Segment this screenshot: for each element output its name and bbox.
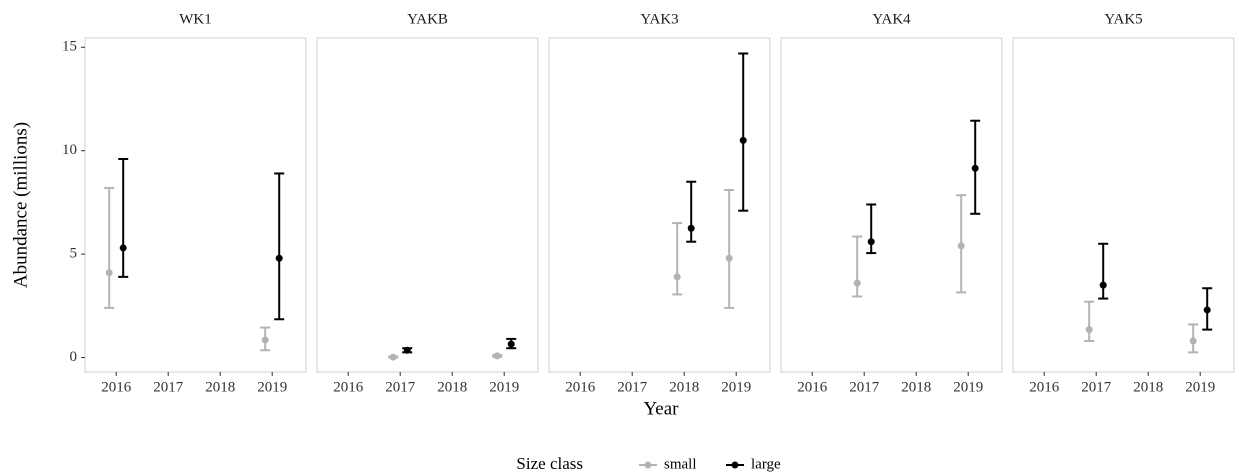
panel-title: YAKB	[407, 11, 448, 27]
panel-title: YAK3	[640, 11, 678, 27]
y-axis-label: Abundance (millions)	[10, 122, 31, 288]
x-tick-label: 2018	[669, 379, 699, 395]
x-tick-label: 2019	[1185, 379, 1215, 395]
x-tick-label: 2016	[333, 379, 364, 395]
x-tick-label: 2016	[797, 379, 828, 395]
x-tick-label: 2018	[1133, 379, 1163, 395]
x-tick-label: 2019	[257, 379, 287, 395]
point	[853, 279, 861, 287]
point	[739, 136, 747, 144]
point	[867, 238, 875, 246]
point	[725, 254, 733, 262]
y-tick-label: 10	[62, 142, 77, 158]
x-axis-label: Year	[643, 398, 679, 419]
x-tick-label: 2018	[437, 379, 467, 395]
y-tick-label: 0	[70, 349, 78, 365]
x-tick-label: 2018	[901, 379, 931, 395]
point	[507, 340, 515, 348]
legend-label: small	[664, 456, 697, 472]
point	[971, 164, 979, 172]
x-tick-label: 2019	[721, 379, 751, 395]
panel-border	[316, 37, 539, 373]
point	[119, 244, 127, 252]
point	[687, 224, 695, 232]
panel-border	[548, 37, 771, 373]
x-tick-label: 2017	[385, 379, 416, 395]
x-tick-label: 2018	[205, 379, 235, 395]
legend-title: Size class	[516, 454, 583, 473]
legend-key-point	[731, 461, 739, 469]
point	[673, 273, 681, 281]
point	[389, 353, 397, 361]
x-tick-label: 2019	[953, 379, 983, 395]
panel-border	[780, 37, 1003, 373]
point	[403, 346, 411, 354]
panel-title: YAK5	[1104, 11, 1142, 27]
panel-border	[1012, 37, 1235, 373]
x-tick-label: 2016	[565, 379, 596, 395]
point	[1099, 281, 1107, 289]
x-tick-label: 2016	[1029, 379, 1060, 395]
y-tick-label: 15	[62, 39, 77, 55]
point	[1189, 337, 1197, 345]
x-tick-label: 2017	[617, 379, 648, 395]
x-tick-label: 2019	[489, 379, 519, 395]
x-tick-label: 2016	[101, 379, 132, 395]
x-tick-label: 2017	[153, 379, 184, 395]
point	[1085, 326, 1093, 334]
point	[493, 352, 501, 360]
point	[1203, 306, 1211, 314]
point	[261, 336, 269, 344]
x-tick-label: 2017	[1081, 379, 1112, 395]
point	[105, 269, 113, 277]
panel-title: YAK4	[872, 11, 911, 27]
legend-key-point	[644, 461, 652, 469]
point	[275, 254, 283, 262]
y-tick-label: 5	[70, 246, 78, 262]
point	[957, 242, 965, 250]
legend-label: large	[751, 456, 781, 472]
panel-title: WK1	[179, 11, 212, 27]
x-tick-label: 2017	[849, 379, 880, 395]
panel-border	[84, 37, 307, 373]
